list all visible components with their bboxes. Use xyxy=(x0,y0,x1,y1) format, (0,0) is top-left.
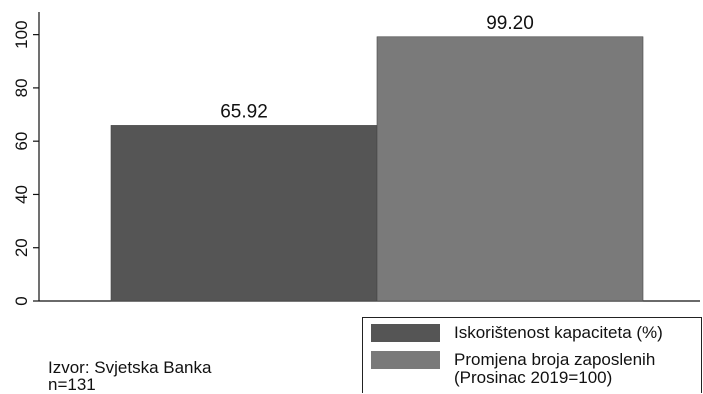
legend-item-capacity: Iskorištenost kapaciteta (%) xyxy=(371,324,663,342)
y-tick-label-100: 100 xyxy=(12,20,31,48)
legend-swatch-capacity xyxy=(371,324,440,342)
y-tick-label-20: 20 xyxy=(12,238,31,257)
bar-1 xyxy=(110,125,378,302)
bar-2 xyxy=(376,36,644,302)
y-tick-label-80: 80 xyxy=(12,78,31,97)
y-tick-label-0: 0 xyxy=(12,296,31,305)
y-tick-label-40: 40 xyxy=(12,185,31,204)
source-note: Izvor: Svjetska Banka xyxy=(48,358,212,377)
legend-swatch-employment xyxy=(371,351,440,369)
legend-label-capacity-line-1: Iskorištenost kapaciteta (%) xyxy=(454,323,663,342)
data-label-bar-2: 99.20 xyxy=(486,13,534,34)
legend-label-employment: Promjena broja zaposlenih (Prosinac 2019… xyxy=(454,351,655,387)
legend-label-employment-line-1: Promjena broja zaposlenih xyxy=(454,350,656,369)
legend-label-employment-line-2: (Prosinac 2019=100) xyxy=(454,368,613,387)
legend-item-employment: Promjena broja zaposlenih (Prosinac 2019… xyxy=(371,351,655,387)
y-tick-label-60: 60 xyxy=(12,132,31,151)
data-label-bar-1: 65.92 xyxy=(220,101,268,122)
legend: Iskorištenost kapaciteta (%) Promjena br… xyxy=(362,317,702,393)
legend-label-capacity: Iskorištenost kapaciteta (%) xyxy=(454,324,663,342)
sample-size-note: n=131 xyxy=(48,375,96,394)
bars-group: 65.92 99.20 xyxy=(110,13,644,302)
